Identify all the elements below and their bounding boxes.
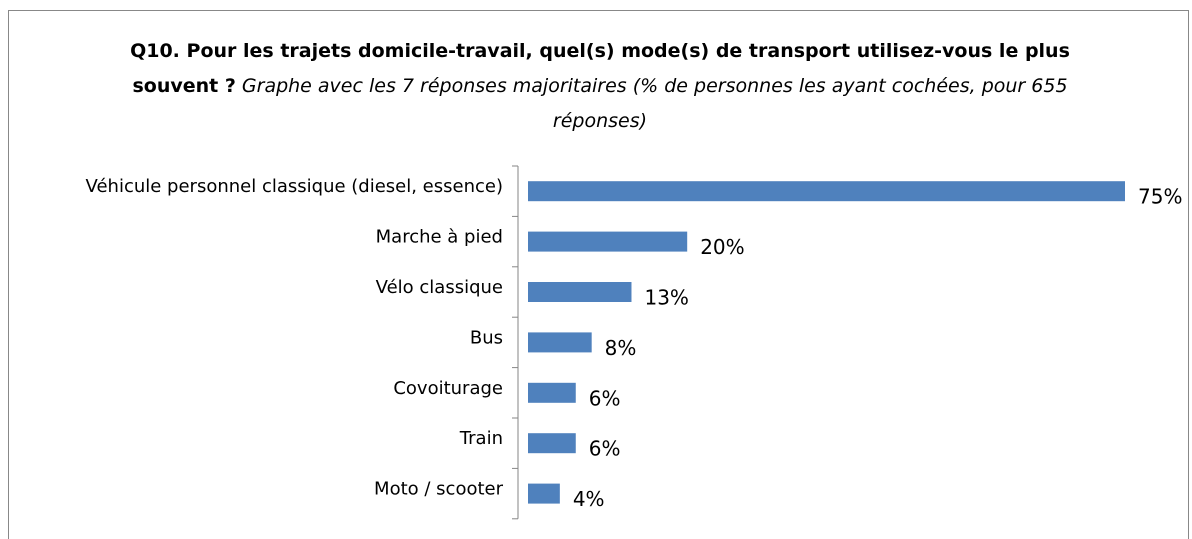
category-label: Véhicule personnel classique (diesel, es… — [86, 176, 503, 197]
category-label: Moto / scooter — [374, 479, 504, 500]
bar — [528, 483, 560, 504]
chart-title: Q10. Pour les trajets domicile-travail, … — [130, 40, 1070, 97]
category-label: Bus — [470, 327, 503, 348]
category-label: Train — [459, 428, 503, 449]
value-label: 6% — [589, 386, 621, 410]
bar — [528, 231, 688, 252]
category-label: Vélo classique — [376, 277, 503, 298]
category-label: Covoiturage — [393, 378, 503, 399]
bar — [528, 282, 632, 302]
chart-title-block: Q10. Pour les trajets domicile-travail, … — [110, 34, 1090, 139]
bar — [528, 181, 1125, 202]
value-label: 13% — [644, 286, 688, 310]
bar — [528, 433, 576, 454]
chart-frame — [8, 10, 1189, 539]
category-label: Marche à pied — [376, 227, 503, 248]
value-label: 4% — [573, 487, 605, 511]
value-label: 75% — [1138, 185, 1182, 209]
bar — [528, 382, 576, 403]
chart-subtitle: Graphe avec les 7 réponses majoritaires … — [241, 75, 1068, 132]
value-label: 20% — [700, 235, 744, 259]
value-label: 8% — [605, 336, 637, 360]
value-label: 6% — [589, 437, 621, 461]
bar — [528, 332, 592, 353]
